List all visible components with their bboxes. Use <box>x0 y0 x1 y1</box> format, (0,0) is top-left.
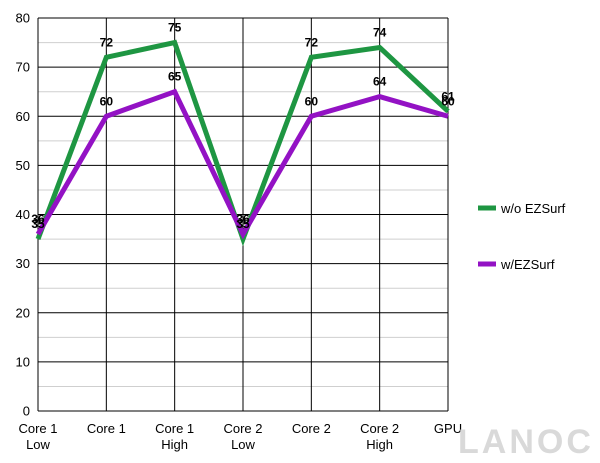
data-label: 60 <box>100 94 114 108</box>
legend: w/o EZSurf w/EZSurf <box>478 201 566 272</box>
x-tick-label: Core 2 <box>292 421 331 436</box>
x-tick-label: GPU <box>434 421 462 436</box>
y-tick-label: 80 <box>16 11 30 26</box>
data-label: 60 <box>305 94 319 108</box>
x-tick-label: Core 2 High <box>360 421 399 452</box>
legend-label: w/o EZSurf <box>500 201 566 216</box>
data-label: 61 <box>441 89 455 103</box>
data-label: 65 <box>168 70 182 84</box>
y-tick-label: 20 <box>16 305 30 320</box>
y-tick-label: 40 <box>16 207 30 222</box>
x-tick-label: Core 2 Low <box>223 421 262 452</box>
x-tick-label: Core 1 High <box>155 421 194 452</box>
data-label: 74 <box>373 25 387 39</box>
data-label: 64 <box>373 75 387 89</box>
series-line-1 <box>35 88 449 240</box>
axes: 0 10 20 30 40 50 60 70 80 Core 1 Low Core 1 Core 1 Hi… <box>16 11 463 453</box>
data-label: 36 <box>31 212 45 226</box>
x-tick-label: Core 1 <box>87 421 126 436</box>
series-lines <box>35 39 450 247</box>
legend-label: w/EZSurf <box>500 257 555 272</box>
y-tick-label: 60 <box>16 109 30 124</box>
y-tick-label: 70 <box>16 60 30 75</box>
data-labels: 35 72 75 35 72 74 61 36 60 65 36 60 64 60 <box>31 21 455 232</box>
data-label: 72 <box>305 35 319 49</box>
data-label: 60 <box>441 94 455 108</box>
y-tick-label: 30 <box>16 256 30 271</box>
data-label: 72 <box>100 35 114 49</box>
data-label: 36 <box>236 212 250 226</box>
data-label: 75 <box>168 21 182 35</box>
data-label: 35 <box>31 217 45 231</box>
data-label: 35 <box>236 217 250 231</box>
gridlines <box>37 17 449 412</box>
y-tick-label: 10 <box>16 354 30 369</box>
x-tick-label: Core 1 Low <box>18 421 57 452</box>
watermark-logo: LANOC <box>458 423 594 461</box>
y-tick-label: 50 <box>16 158 30 173</box>
y-tick-label: 0 <box>23 404 30 419</box>
